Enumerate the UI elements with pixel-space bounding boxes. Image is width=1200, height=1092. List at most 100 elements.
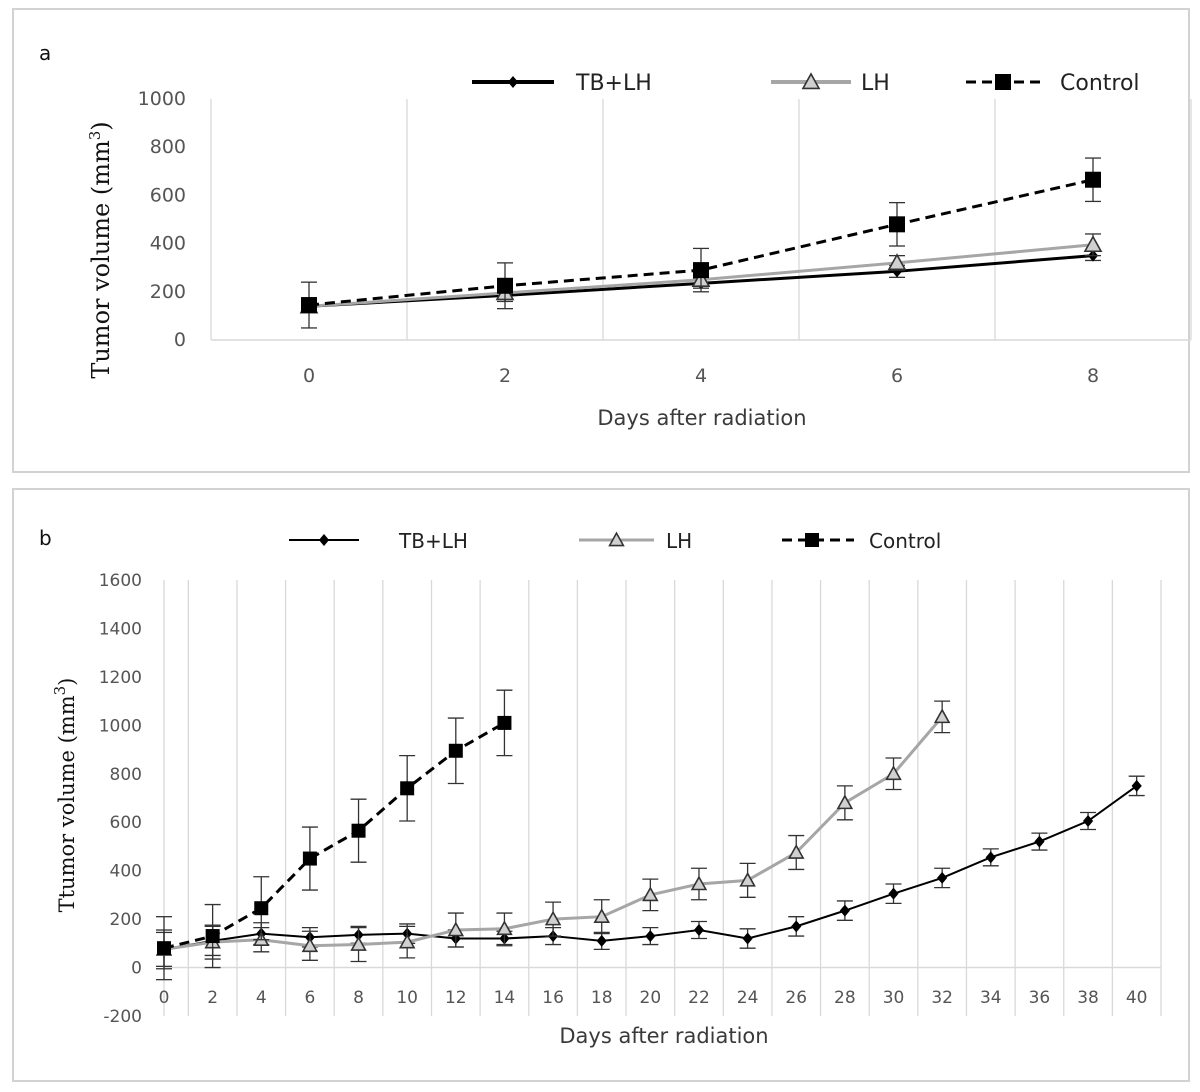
data-point (205, 929, 220, 944)
legend-item: LH (579, 529, 692, 553)
data-point (690, 875, 708, 891)
y-tick-label: 1000 (138, 88, 186, 110)
data-point (302, 851, 317, 866)
y-tick-label: 200 (150, 281, 186, 303)
data-point (1034, 835, 1045, 848)
x-tick-label: 6 (304, 988, 315, 1008)
data-point (301, 297, 317, 314)
x-tick-label: 30 (883, 988, 905, 1008)
data-point (933, 708, 951, 724)
legend-label: Control (1060, 71, 1140, 96)
y-axis-title: Tumor volume (mm3) (86, 121, 115, 378)
data-point (889, 216, 905, 233)
y-tick-label: 1400 (99, 619, 142, 639)
legend-label: Control (869, 529, 941, 553)
data-point (350, 935, 367, 951)
data-point (1131, 779, 1142, 792)
legend-label: LH (666, 529, 692, 553)
data-point (645, 930, 656, 943)
data-point (351, 823, 366, 838)
y-tick-label: 400 (150, 233, 186, 255)
series-control (156, 689, 513, 981)
legend-swatch-marker (318, 534, 330, 546)
data-point (642, 886, 659, 902)
legend: TB+LH LH Control (472, 71, 1140, 96)
y-tick-label: 1200 (99, 668, 142, 688)
x-tick-label: 16 (542, 988, 564, 1008)
x-tick-label: 2 (207, 988, 218, 1008)
data-point (693, 262, 709, 279)
legend: TB+LH LH Control (289, 529, 941, 553)
data-point (937, 871, 948, 884)
x-tick-label: 28 (834, 988, 856, 1008)
x-tick-label: 26 (785, 988, 807, 1008)
y-tick-label: 0 (174, 329, 186, 351)
legend-swatch-marker (801, 72, 821, 90)
chart-a-svg: 0 200 400 600 800 1000 0 2 4 6 8 Days after radiati… (39, 41, 1192, 430)
data-point (887, 253, 907, 271)
legend-item: TB+LH (289, 529, 468, 553)
data-point (157, 941, 171, 956)
legend-item: Control (782, 529, 941, 553)
legend-item: Control (966, 71, 1140, 96)
x-tick-label: 32 (931, 988, 953, 1008)
x-tick-label: 38 (1077, 988, 1099, 1008)
data-point (1085, 171, 1101, 188)
y-tick-label: 1600 (99, 571, 142, 591)
data-point (301, 937, 319, 953)
x-tick-label: 18 (591, 988, 613, 1008)
x-tick-label: 4 (256, 988, 267, 1008)
data-point (1083, 235, 1103, 253)
data-point (1082, 815, 1094, 828)
series-control (301, 157, 1101, 329)
data-point (888, 887, 899, 900)
y-tick-label: 1000 (99, 716, 142, 736)
x-tick-label: 4 (695, 365, 707, 387)
legend-swatch-marker (608, 531, 625, 547)
series-lh (155, 700, 951, 970)
legend-swatch-marker (995, 74, 1011, 90)
data-point (742, 932, 753, 945)
data-point (497, 715, 512, 730)
data-point (791, 920, 802, 933)
x-tick-label: 34 (980, 988, 1002, 1008)
y-tick-label: 600 (150, 184, 186, 206)
chart-panel-b: -200 0 200 400 600 800 1000 1200 1400 1600 0 2 4 6 8 10… (12, 488, 1190, 1082)
x-tick-label: 20 (640, 988, 662, 1008)
gridlines (187, 580, 1162, 1016)
data-point (497, 277, 513, 294)
x-tick-label: 6 (891, 365, 903, 387)
data-point (400, 781, 415, 796)
panel-label: b (39, 526, 52, 550)
legend-swatch-marker (805, 533, 819, 547)
gridlines (210, 99, 1192, 340)
y-tick-label: 600 (110, 813, 142, 833)
data-point (836, 794, 854, 810)
chart-panel-a: 0 200 400 600 800 1000 0 2 4 6 8 Days after radiati… (12, 8, 1192, 473)
legend-label: TB+LH (398, 529, 468, 553)
data-point (544, 910, 562, 926)
data-point (885, 765, 902, 781)
legend-label: LH (861, 71, 890, 96)
x-tick-label: 22 (688, 988, 710, 1008)
x-axis-title: Days after radiation (597, 406, 806, 430)
panel-label: a (39, 41, 51, 65)
data-point (448, 743, 463, 758)
data-point (398, 933, 416, 949)
y-tick-label: 800 (110, 765, 142, 785)
y-axis-title: Ttumor volume (mm3) (51, 678, 79, 913)
x-tick-label: 2 (499, 365, 511, 387)
x-tick-label: 0 (303, 365, 315, 387)
legend-swatch-marker (507, 76, 519, 88)
data-point (787, 843, 805, 859)
data-point (496, 920, 513, 936)
data-point (985, 851, 996, 864)
x-tick-label: 8 (1087, 365, 1099, 387)
legend-label: TB+LH (575, 71, 652, 96)
y-tick-label: 0 (131, 959, 142, 979)
x-tick-label: 8 (353, 988, 364, 1008)
x-tick-label: 10 (396, 988, 418, 1008)
x-tick-label: 0 (159, 988, 170, 1008)
data-point (839, 904, 850, 917)
